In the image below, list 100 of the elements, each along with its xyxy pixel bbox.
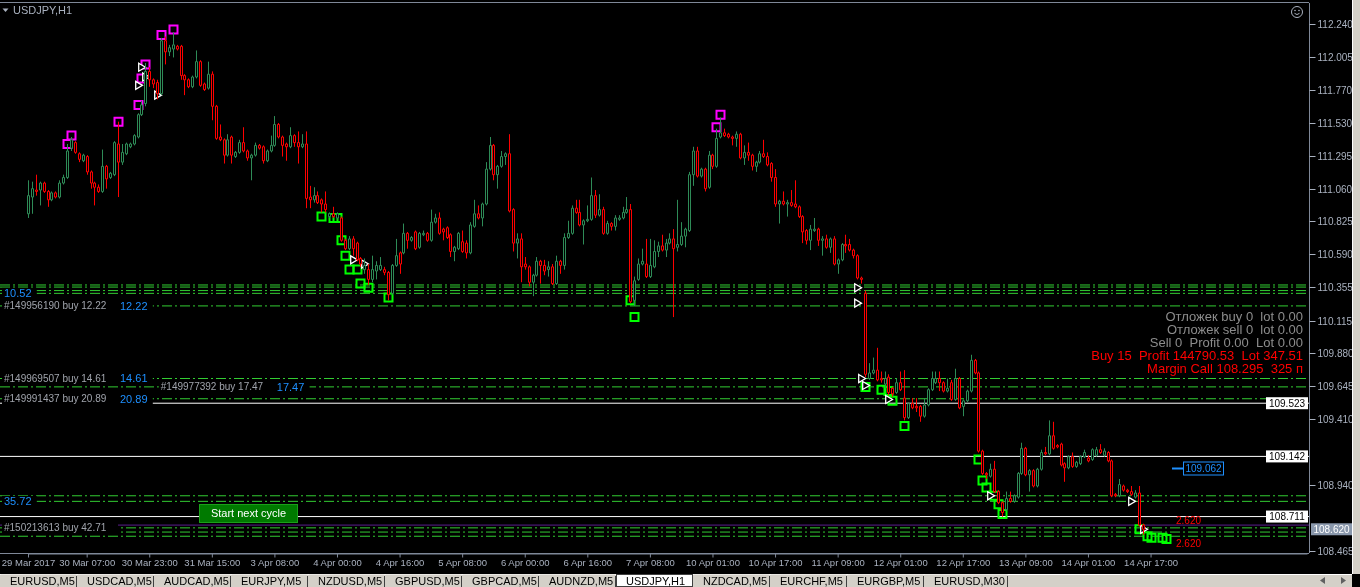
y-tick-label: 111.060: [1317, 184, 1353, 195]
candlestick: [438, 211, 441, 236]
point: [711, 122, 722, 133]
candlestick: [461, 230, 464, 254]
candlestick: [371, 255, 374, 283]
x-tick-label: 30 Mar 23:00: [121, 557, 178, 569]
candlestick: [332, 206, 335, 219]
candlestick: [856, 253, 859, 280]
point: [340, 250, 351, 261]
candlestick: [262, 144, 265, 165]
candlestick: [172, 31, 175, 58]
ref-line-label: #150213613 buy 42.71: [4, 522, 107, 534]
point: [1146, 532, 1157, 543]
candlestick: [1052, 421, 1055, 451]
candlestick: [1099, 443, 1102, 455]
candlestick: [1071, 451, 1074, 469]
point: [138, 62, 147, 72]
candlestick: [101, 149, 104, 194]
candlestick: [430, 209, 433, 243]
y-tick-label: 109.645: [1317, 381, 1355, 392]
point: [981, 482, 992, 493]
y-tick-label: 108.465: [1317, 546, 1355, 557]
candlestick: [313, 186, 316, 204]
annotation: 14.61: [120, 372, 148, 385]
point: [715, 109, 726, 120]
annotation: Sell 0 Profit 0.00 Lot 0.00: [1149, 335, 1303, 350]
point: [899, 420, 910, 431]
x-tick-label: 31 Mar 15:00: [184, 557, 241, 569]
candlestick: [715, 128, 718, 169]
candlestick: [614, 214, 617, 232]
x-tick-label: 5 Apr 08:00: [438, 557, 487, 569]
point: [344, 264, 355, 275]
point: [135, 80, 144, 91]
candlestick: [1126, 488, 1129, 494]
point: [113, 116, 124, 127]
x-tick-label: 13 Apr 09:00: [998, 557, 1053, 569]
point: [625, 295, 636, 306]
point: [66, 130, 77, 141]
candlestick: [414, 230, 417, 251]
x-tick-label: 4 Apr 00:00: [313, 557, 362, 569]
annotation: 10.52: [4, 287, 32, 300]
candlestick: [375, 260, 378, 280]
x-tick-label: 4 Apr 16:00: [375, 557, 425, 569]
candlestick: [328, 211, 331, 219]
annotation: Отложек buy 0 lot 0.00: [1165, 309, 1303, 324]
point: [854, 298, 863, 308]
annotation: Start next cycle: [210, 507, 287, 519]
x-tick-label: 7 Apr 08:00: [626, 557, 675, 569]
point: [858, 373, 867, 384]
y-tick-label: 112.240: [1317, 19, 1354, 30]
point: [168, 24, 179, 35]
point: [1142, 531, 1153, 542]
candlestick: [520, 232, 523, 283]
point: [352, 264, 363, 275]
candlestick: [649, 238, 652, 279]
y-tick-label: 111.295: [1317, 151, 1353, 162]
point: [629, 312, 640, 323]
candlestick: [305, 130, 308, 209]
point: [355, 278, 366, 289]
x-tick-label: 29 Mar 2017: [1, 557, 56, 569]
x-tick-label: 3 Apr 08:00: [250, 557, 300, 569]
candlestick: [719, 116, 722, 139]
point: [993, 499, 1004, 510]
candlestick: [324, 190, 327, 213]
candlestick: [1079, 454, 1082, 466]
candlestick: [66, 143, 69, 180]
candlestick: [297, 130, 300, 165]
candlestick: [645, 238, 648, 279]
point: [350, 255, 359, 265]
annotation: Buy 15 Profit 144790.53 Lot 347.51: [1091, 348, 1303, 363]
point: [383, 292, 394, 303]
point: [887, 395, 898, 406]
point: [876, 384, 887, 395]
point: [1157, 532, 1168, 543]
candlestick: [590, 176, 593, 222]
point: [987, 491, 996, 501]
point: [363, 282, 374, 293]
ref-line-label: #149969507 buy 14.61: [4, 373, 107, 385]
annotation: Отложек sell 0 lot 0.00: [1166, 322, 1303, 337]
candlestick: [58, 179, 61, 199]
annotation: 2.620: [1176, 515, 1202, 527]
y-tick-label: 112.005: [1317, 52, 1354, 63]
annotation: 20.89: [120, 392, 148, 405]
candlestick: [731, 135, 734, 146]
candlestick: [1091, 447, 1094, 462]
point: [885, 394, 894, 405]
point: [156, 30, 167, 41]
ref-line-label: #149991437 buy 20.89: [4, 393, 107, 405]
candlestick: [708, 150, 711, 190]
candlestick: [1095, 446, 1098, 458]
y-tick-label: 110.355: [1317, 282, 1354, 293]
point: [977, 475, 988, 486]
annotation: 35.72: [4, 495, 32, 508]
point: [854, 283, 863, 293]
point: [316, 211, 327, 222]
point: [336, 235, 347, 246]
ref-line-label: 109.523: [1268, 397, 1306, 409]
candlestick: [1048, 419, 1051, 456]
candlestick: [230, 135, 233, 165]
y-tick-label: 110.825: [1317, 216, 1354, 227]
